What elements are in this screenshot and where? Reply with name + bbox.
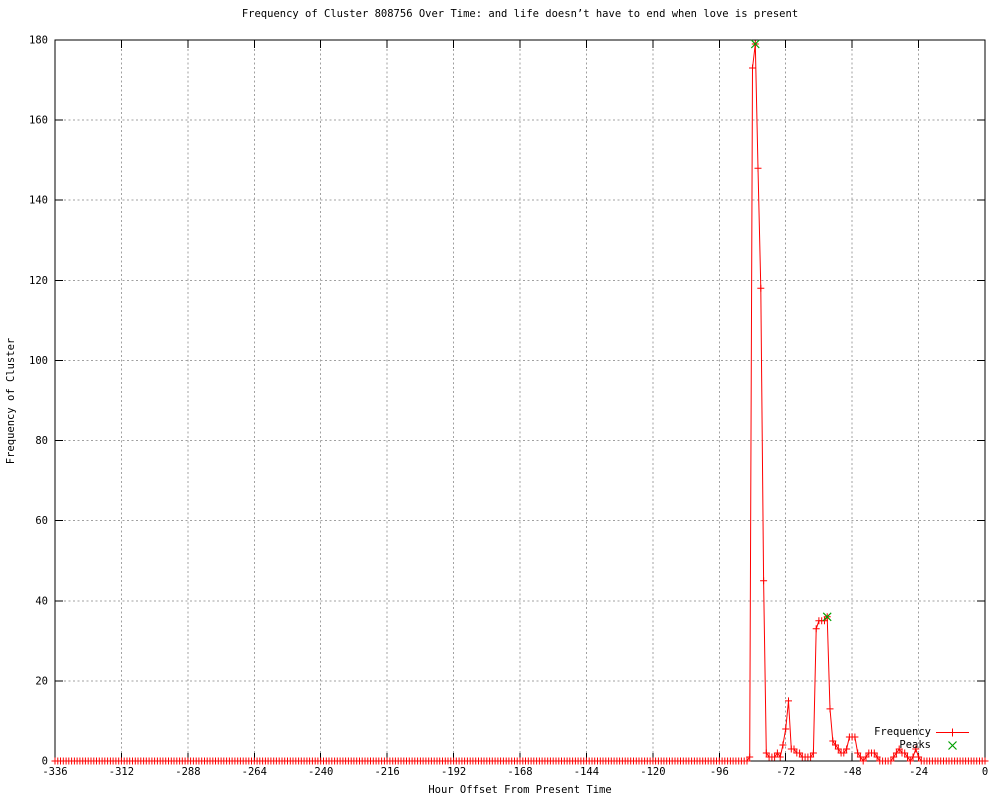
svg-text:-96: -96 (710, 766, 729, 778)
svg-text:120: 120 (29, 275, 48, 287)
y-tick-labels: 0 20 40 60 80 100 120 140 160 180 (29, 35, 48, 768)
svg-text:-264: -264 (242, 766, 267, 778)
svg-text:-144: -144 (574, 766, 599, 778)
gridlines (55, 40, 985, 761)
x-axis-title: Hour Offset From Present Time (428, 784, 612, 796)
svg-text:20: 20 (35, 675, 48, 687)
svg-text:-336: -336 (42, 766, 67, 778)
svg-text:160: 160 (29, 115, 48, 127)
x-tick-labels: -336 -312 -288 -264 -240 -216 -192 -168 -144 -120… (42, 766, 988, 778)
svg-text:140: 140 (29, 195, 48, 207)
svg-text:80: 80 (35, 435, 48, 447)
svg-text:-288: -288 (175, 766, 200, 778)
svg-text:-72: -72 (776, 766, 795, 778)
svg-text:-192: -192 (441, 766, 466, 778)
legend-label-peaks: Peaks (899, 739, 931, 751)
svg-text:-216: -216 (374, 766, 399, 778)
svg-text:60: 60 (35, 515, 48, 527)
svg-text:-48: -48 (843, 766, 862, 778)
svg-text:180: 180 (29, 35, 48, 47)
peaks-markers (750, 39, 832, 622)
legend-label-frequency: Frequency (874, 726, 931, 738)
peaks-x-sample-icon (948, 741, 957, 750)
svg-text:-240: -240 (308, 766, 333, 778)
frequency-series (51, 40, 989, 765)
svg-text:40: 40 (35, 595, 48, 607)
svg-text:-312: -312 (109, 766, 134, 778)
chart-title: Frequency of Cluster 808756 Over Time: a… (241, 8, 799, 20)
svg-text:-24: -24 (909, 766, 928, 778)
frequency-line-sample-icon (936, 728, 969, 737)
svg-text:100: 100 (29, 355, 48, 367)
y-axis-title: Frequency of Cluster (5, 337, 17, 465)
svg-text:0: 0 (42, 756, 48, 768)
svg-text:-168: -168 (507, 766, 532, 778)
svg-text:0: 0 (982, 766, 988, 778)
svg-text:-120: -120 (640, 766, 665, 778)
